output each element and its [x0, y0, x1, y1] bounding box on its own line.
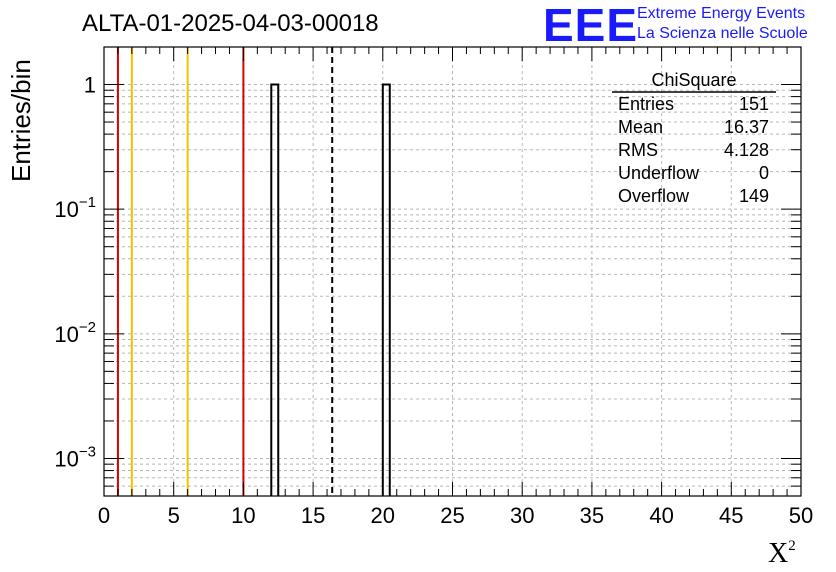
y-tick-label-exponent: −2	[79, 319, 96, 336]
grid	[104, 47, 801, 496]
x-axis-label-exponent: 2	[788, 538, 796, 554]
x-tick-label: 15	[301, 503, 325, 528]
x-tick-label: 45	[719, 503, 743, 528]
stats-row-label: Underflow	[618, 163, 700, 183]
x-tick-label: 30	[510, 503, 534, 528]
y-tick-label: 10−2	[54, 319, 96, 347]
stats-row-label: Mean	[618, 117, 663, 137]
stats-row-value: 16.37	[724, 117, 769, 137]
logo-text-line1: Extreme Energy Events	[637, 5, 806, 22]
x-tick-label: 50	[789, 503, 813, 528]
x-tick-label: 40	[649, 503, 673, 528]
x-tick-label: 10	[231, 503, 255, 528]
stats-row-value: 149	[739, 186, 769, 206]
stats-row-value: 4.128	[724, 140, 769, 160]
eee-logo: EEE Extreme Energy Events La Scienza nel…	[543, 0, 833, 51]
y-tick-label-base: 10	[54, 197, 78, 222]
stats-row-value: 0	[759, 163, 769, 183]
x-tick-label: 0	[98, 503, 110, 528]
y-tick-label-base: 10	[54, 322, 78, 347]
y-tick-label-exponent: −1	[79, 194, 96, 211]
y-tick-label-exponent: −3	[79, 443, 96, 460]
x-tick-label: 20	[371, 503, 395, 528]
histogram-bar	[381, 83, 391, 496]
y-tick-label: 10−1	[54, 194, 96, 222]
histogram-bar	[270, 83, 280, 496]
stats-row-label: RMS	[618, 140, 658, 160]
chart-title: ALTA-01-2025-04-03-00018	[82, 10, 379, 37]
x-tick-label: 35	[580, 503, 604, 528]
stats-row-label: Overflow	[618, 186, 690, 206]
reference-lines	[116, 47, 334, 496]
stats-row-label: Entries	[618, 94, 674, 114]
y-tick-label: 1	[84, 73, 96, 98]
stats-box: ChiSquare Entries 151 Mean 16.37 RMS 4.128 Unde…	[612, 70, 776, 206]
logo-text-line2: La Scienza nelle Scuole	[637, 25, 808, 42]
x-axis-label-text: X	[768, 538, 789, 569]
histogram-bins	[270, 83, 391, 496]
x-tick-label: 25	[440, 503, 464, 528]
x-tick-label: 5	[168, 503, 180, 528]
stats-box-name: ChiSquare	[651, 70, 736, 90]
axis-ticks	[103, 47, 802, 496]
eee-logo-mark: EEE	[543, 0, 639, 51]
y-tick-label-base: 10	[54, 446, 78, 471]
x-axis-label: X2	[768, 538, 796, 570]
stats-row-value: 151	[739, 94, 769, 114]
y-tick-label: 10−3	[54, 443, 96, 471]
